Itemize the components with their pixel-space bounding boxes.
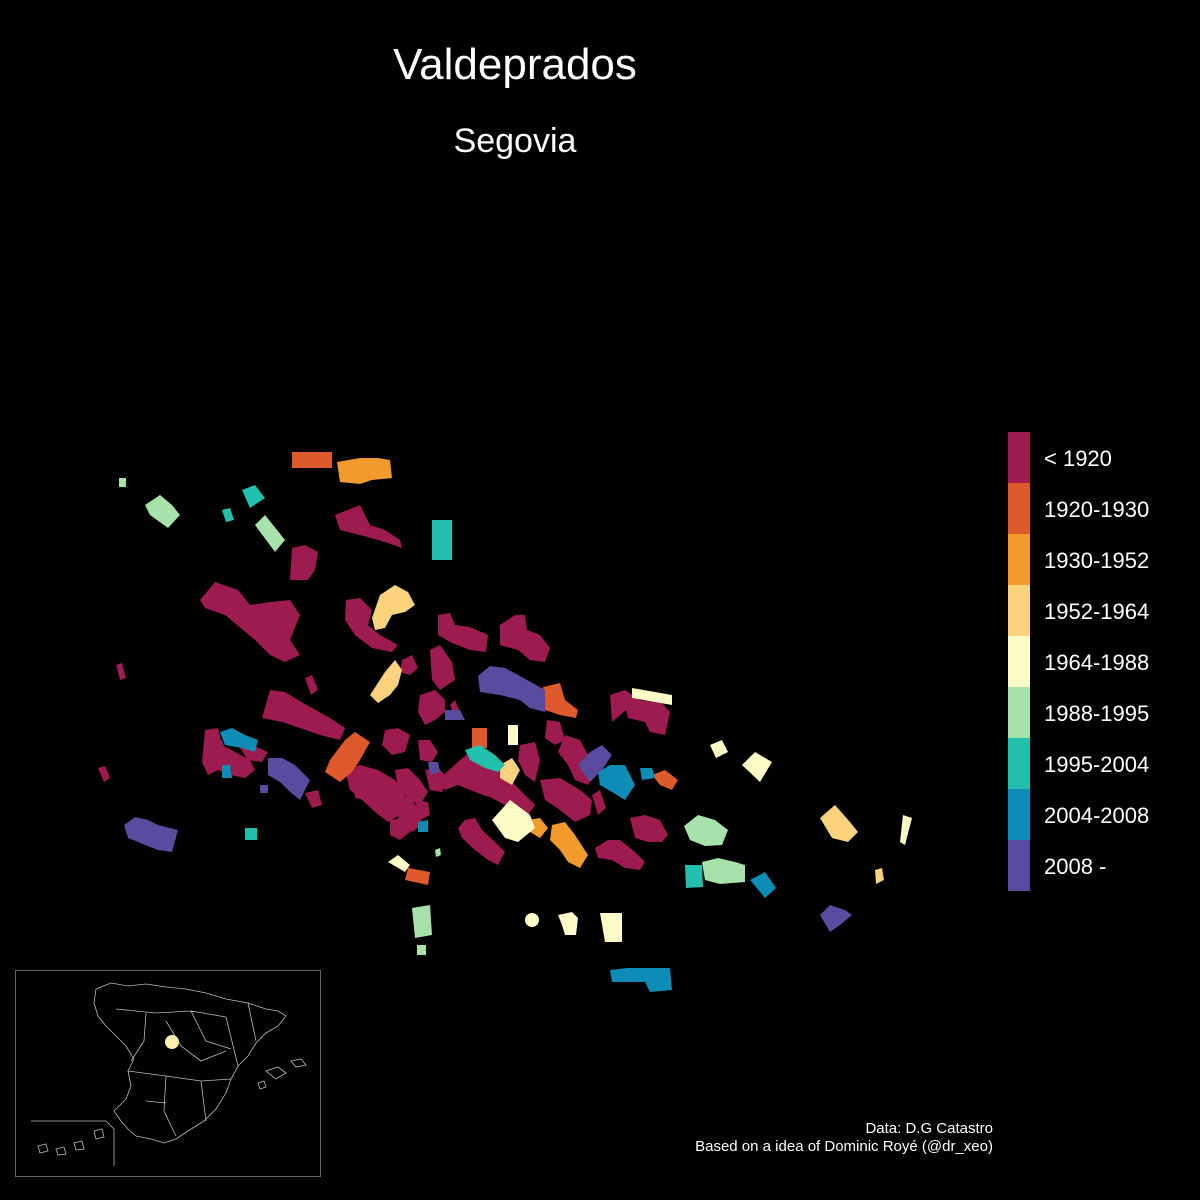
canary-islands [37,1128,105,1156]
credits: Data: D.G Catastro Based on a idea of Do… [695,1120,993,1156]
legend-swatch [1008,432,1030,483]
region-borders [115,1002,257,1137]
legend-label: 2008 - [1044,854,1107,879]
buildings-1952-1964 [370,585,884,884]
buildings-2008-onward [124,666,852,932]
legend-label: 1988-1995 [1044,701,1150,726]
legend-label: 1995-2004 [1044,752,1150,777]
spain-locator-inset [15,970,321,1177]
legend-swatch [1008,534,1030,585]
buildings-1995-2004 [222,485,703,888]
spain-mainland-outline [93,982,287,1144]
legend-swatch [1008,738,1030,789]
canary-islands-frame [31,1120,115,1166]
buildings-before-1920 [98,505,670,870]
legend-label: < 1920 [1044,446,1112,471]
legend-swatch [1008,483,1030,534]
location-marker [165,1035,179,1049]
legend-swatch [1008,687,1030,738]
spain-outline-map [31,982,307,1166]
map-title: Valdeprados [393,40,637,89]
legend-swatch [1008,585,1030,636]
map-subtitle: Segovia [453,122,577,160]
buildings-1988-1995 [119,478,745,955]
legend-swatch [1008,840,1030,891]
buildings-1930-1952 [337,458,588,868]
legend-label: 1952-1964 [1044,599,1150,624]
buildings-1964-1988 [388,688,912,942]
data-source-credit: Data: D.G Catastro [865,1120,993,1137]
balearic-islands [257,1058,307,1090]
idea-credit: Based on a idea of Dominic Royé (@dr_xeo… [695,1138,993,1155]
legend-label: 2004-2008 [1044,803,1150,828]
legend-label: 1964-1988 [1044,650,1150,675]
buildings-2004-2008 [220,728,776,992]
legend-label: 1920-1930 [1044,497,1150,522]
legend-swatch [1008,789,1030,840]
legend-label: 1930-1952 [1044,548,1150,573]
buildings-1920-1930 [292,452,678,885]
legend-swatch [1008,636,1030,687]
